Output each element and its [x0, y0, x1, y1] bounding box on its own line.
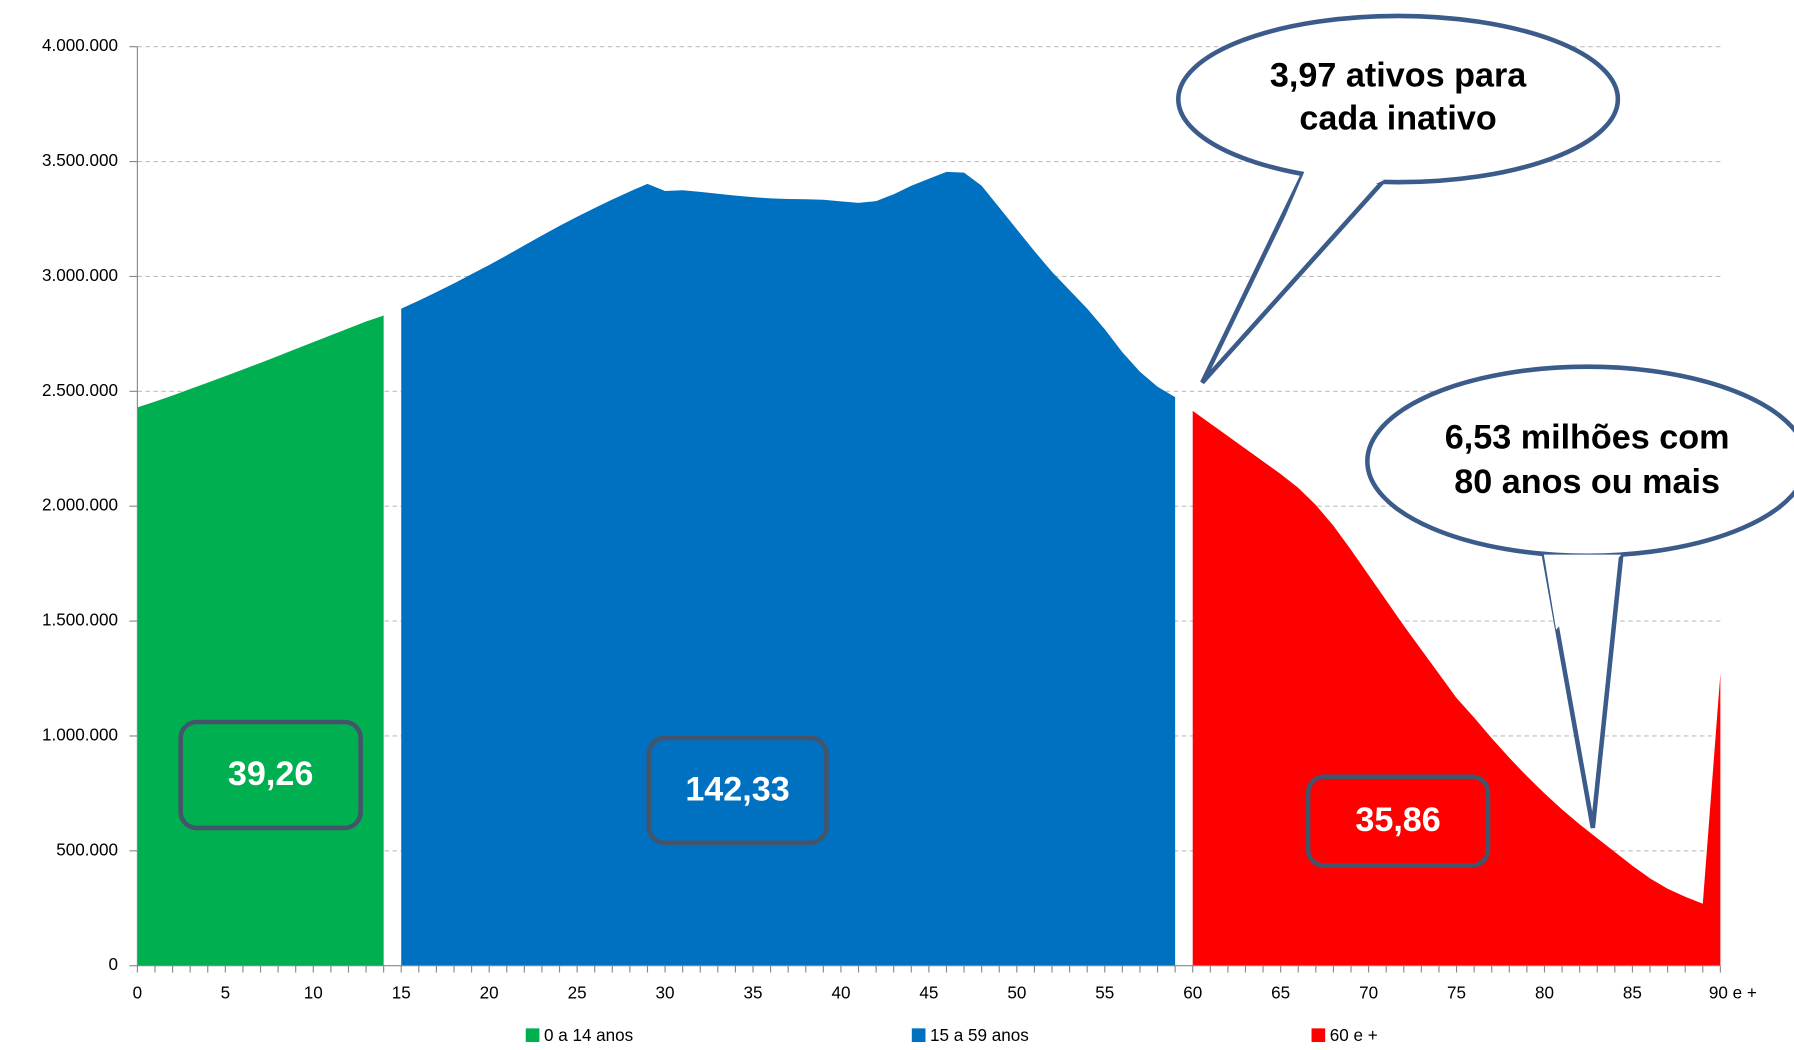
callout-text: 80 anos ou mais	[1454, 463, 1720, 501]
callout-text: 6,53 milhões com	[1445, 419, 1730, 457]
value-box	[646, 735, 829, 846]
x-tick-label: 75	[1447, 984, 1466, 1003]
x-tick-label: 30	[656, 984, 675, 1003]
y-tick-label: 0	[109, 955, 119, 974]
value-box-label: 39,26	[228, 755, 313, 793]
x-tick-label: 50	[1007, 984, 1026, 1003]
x-tick-label: 65	[1271, 984, 1290, 1003]
x-tick-label: 60	[1183, 984, 1202, 1003]
legend-swatch	[525, 1028, 540, 1043]
area	[137, 315, 384, 966]
x-tick-label: 80	[1535, 984, 1554, 1003]
legend-label: 0 a 14 anos	[544, 1026, 633, 1045]
value-box-label: 142,33	[685, 771, 789, 809]
x-tick-label: 55	[1095, 984, 1114, 1003]
callout-text: cada inativo	[1299, 100, 1496, 138]
value-box	[178, 719, 363, 831]
y-tick-label: 3.500.000	[42, 151, 118, 170]
callout-seam	[1279, 170, 1385, 231]
x-tick-label: 90 e +	[1709, 984, 1757, 1003]
y-tick-label: 3.000.000	[42, 266, 118, 285]
x-tick-label: 85	[1623, 984, 1642, 1003]
x-tick-label: 5	[221, 984, 231, 1003]
legend-swatch	[911, 1028, 926, 1043]
x-tick-label: 45	[919, 984, 938, 1003]
y-tick-label: 2.000.000	[42, 496, 118, 515]
area	[1192, 410, 1721, 966]
callout-bubble	[1365, 364, 1794, 558]
legend-swatch	[1311, 1028, 1326, 1043]
y-tick-label: 2.500.000	[42, 381, 118, 400]
x-tick-label: 35	[744, 984, 763, 1003]
x-tick-label: 70	[1359, 984, 1378, 1003]
legend-label: 60 e +	[1330, 1026, 1378, 1045]
x-tick-label: 20	[480, 984, 499, 1003]
callout-bubble	[1176, 13, 1621, 185]
x-tick-label: 25	[568, 984, 587, 1003]
callout-text: 3,97 ativos para	[1270, 56, 1527, 94]
area	[401, 171, 1176, 966]
y-tick-label: 500.000	[56, 840, 118, 859]
y-tick-label: 4.000.000	[42, 36, 118, 55]
y-tick-label: 1.000.000	[42, 725, 118, 744]
value-box	[1305, 774, 1491, 868]
x-tick-label: 10	[304, 984, 323, 1003]
callout-seam	[1543, 554, 1622, 630]
x-tick-label: 40	[831, 984, 850, 1003]
x-tick-label: 15	[392, 984, 411, 1003]
value-box-label: 35,86	[1355, 801, 1440, 839]
x-tick-label: 0	[133, 984, 143, 1003]
y-tick-label: 1.500.000	[42, 611, 118, 630]
legend-label: 15 a 59 anos	[930, 1026, 1029, 1045]
